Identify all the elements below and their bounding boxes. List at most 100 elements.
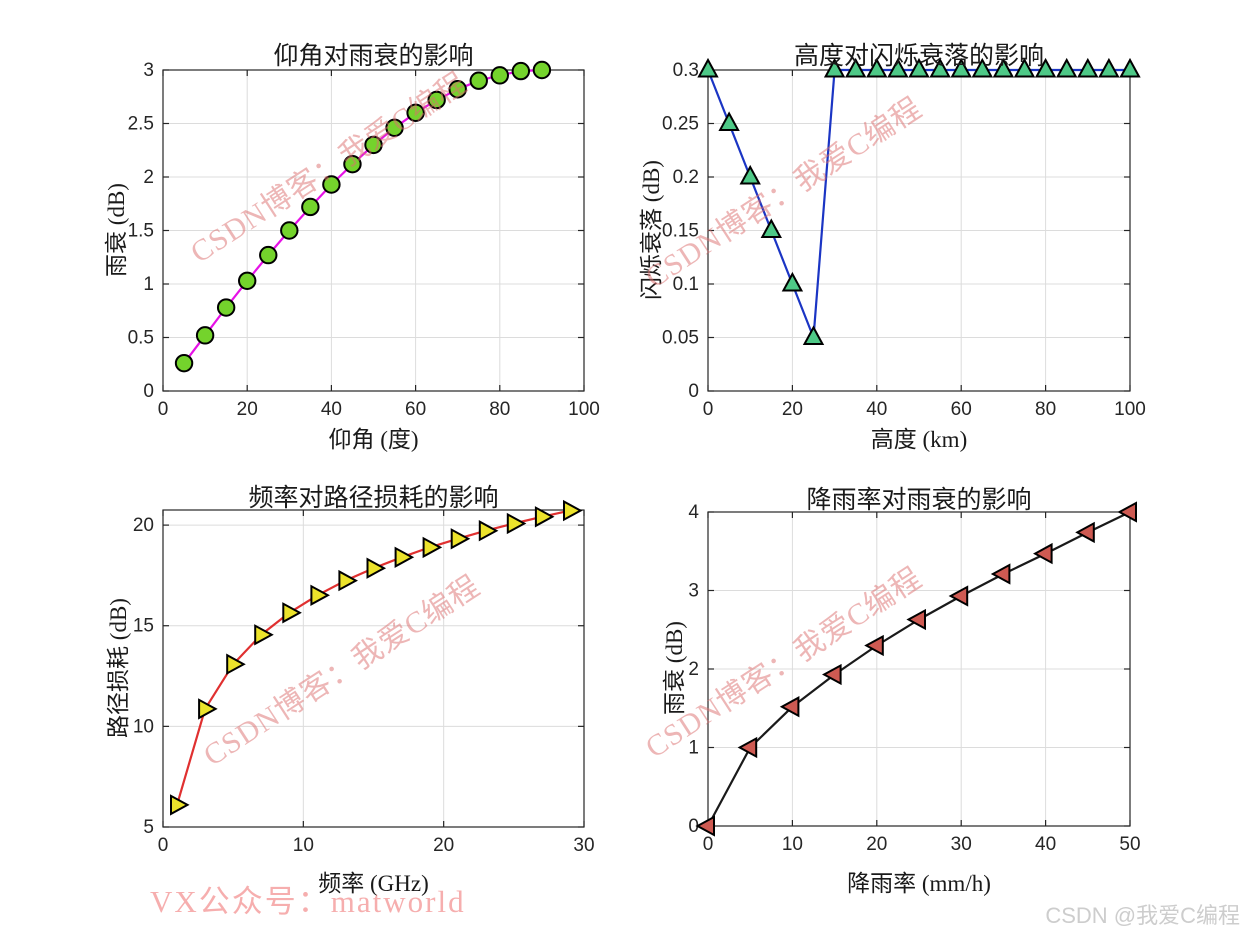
marker-triangle-left [1075, 521, 1095, 544]
x-tick-label: 40 [866, 399, 887, 420]
marker-triangle-up [929, 57, 951, 78]
marker-triangle-up [1119, 57, 1141, 78]
subplot1-y-axis-label: 雨衰 (dB) [104, 183, 129, 277]
marker-triangle-up [992, 57, 1015, 78]
y-tick-label: 2 [688, 659, 699, 680]
marker-triangle-right [478, 520, 499, 542]
marker-triangle-left [1033, 542, 1053, 565]
x-tick-label: 60 [405, 399, 426, 420]
marker-triangle-up [781, 271, 804, 292]
marker-triangle-up [1077, 57, 1099, 78]
subplot3-x-axis-label: 频率 (GHz) [318, 871, 429, 896]
marker-triangle-up [760, 218, 782, 238]
x-tick-label: 80 [489, 399, 510, 420]
marker-triangle-up [697, 57, 719, 78]
y-tick-label: 0.5 [128, 328, 154, 349]
y-tick-label: 1 [143, 274, 154, 295]
marker-triangle-right [198, 698, 218, 720]
marker-triangle-up [1013, 57, 1036, 78]
marker-circle [385, 118, 404, 137]
x-tick-label: 20 [237, 399, 258, 420]
y-tick-label: 1 [688, 738, 699, 759]
x-tick-label: 30 [951, 834, 972, 855]
marker-triangle-left [737, 736, 758, 759]
subplot2-title: 高度对闪烁衰落的影响 [793, 43, 1044, 70]
x-tick-label: 10 [782, 834, 803, 855]
y-tick-label: 20 [133, 515, 154, 536]
y-tick-label: 15 [133, 616, 154, 637]
subplot2-x-axis-label: 高度 (km) [870, 427, 968, 452]
x-tick-label: 40 [321, 399, 342, 420]
marker-triangle-left [695, 815, 715, 837]
y-tick-label: 0 [688, 816, 699, 837]
marker-triangle-right [366, 557, 387, 579]
y-tick-label: 5 [143, 817, 154, 838]
subplot1-title: 仰角对雨衰的影响 [273, 43, 474, 70]
y-tick-label: 2.5 [128, 114, 154, 135]
marker-triangle-up [802, 325, 825, 345]
y-tick-label: 3 [143, 60, 154, 81]
x-tick-label: 60 [951, 399, 972, 420]
marker-triangle-up [908, 57, 930, 78]
marker-circle [280, 221, 299, 240]
marker-triangle-left [779, 696, 800, 718]
marker-circle [259, 245, 278, 265]
marker-triangle-up [1056, 57, 1078, 78]
marker-triangle-right [226, 653, 246, 675]
marker-triangle-left [822, 663, 842, 686]
x-tick-label: 10 [293, 835, 314, 856]
marker-triangle-left [906, 608, 926, 631]
marker-triangle-right [394, 546, 415, 568]
marker-triangle-up [950, 57, 972, 78]
y-tick-label: 1.5 [128, 221, 154, 242]
y-tick-label: 4 [688, 502, 699, 523]
marker-triangle-left [948, 585, 969, 607]
marker-circle [406, 103, 425, 123]
marker-circle [532, 60, 552, 80]
x-tick-label: 20 [782, 399, 803, 420]
y-tick-label: 0.3 [673, 60, 699, 81]
watermark-bottom-left: VX公众号：matworld [150, 884, 466, 919]
marker-triangle-up [1098, 57, 1120, 78]
subplot3-title: 频率对路径损耗的影响 [248, 485, 499, 512]
x-tick-label: 40 [1035, 834, 1056, 855]
series-line [175, 509, 572, 807]
marker-circle [174, 353, 194, 373]
y-tick-label: 3 [688, 581, 699, 602]
marker-triangle-right [338, 569, 358, 592]
y-tick-label: 0.2 [673, 167, 699, 188]
x-tick-label: 80 [1035, 399, 1056, 420]
marker-triangle-right [170, 794, 190, 816]
y-tick-label: 0.25 [662, 114, 699, 135]
x-tick-label: 0 [158, 835, 169, 856]
subplot-4: 0 10 20 30 40 50 0 1 2 3 4 [688, 501, 1141, 855]
watermark-credit: CSDN @我爱C编程 [1045, 903, 1240, 928]
marker-triangle-left [864, 634, 884, 657]
marker-circle [490, 66, 509, 85]
x-tick-label: 100 [568, 399, 600, 420]
x-tick-label: 50 [1119, 834, 1140, 855]
x-tick-label: 0 [703, 399, 714, 420]
marker-triangle-right [254, 624, 274, 646]
marker-circle [322, 175, 341, 194]
marker-circle [301, 197, 320, 217]
y-tick-label: 0.15 [662, 221, 699, 242]
marker-circle [448, 80, 467, 99]
marker-triangle-up [823, 57, 846, 78]
y-tick-label: 10 [133, 716, 154, 737]
marker-triangle-right [563, 499, 583, 522]
x-tick-label: 0 [158, 399, 169, 420]
marker-triangle-up [718, 111, 740, 131]
marker-triangle-up [1034, 57, 1057, 78]
marker-triangle-left [990, 563, 1011, 585]
subplot2-y-axis-label: 闪烁衰落 (dB) [639, 160, 664, 300]
marker-triangle-up [845, 57, 867, 78]
x-tick-label: 20 [866, 834, 887, 855]
marker-circle [216, 298, 236, 317]
subplot4-title: 降雨率对雨衰的影响 [806, 487, 1032, 514]
marker-circle [511, 61, 531, 81]
marker-circle [469, 71, 488, 90]
subplot-2: 0 20 40 60 80 100 0 0.05 0.1 0.15 0.2 0.25 0.3 [662, 57, 1146, 420]
